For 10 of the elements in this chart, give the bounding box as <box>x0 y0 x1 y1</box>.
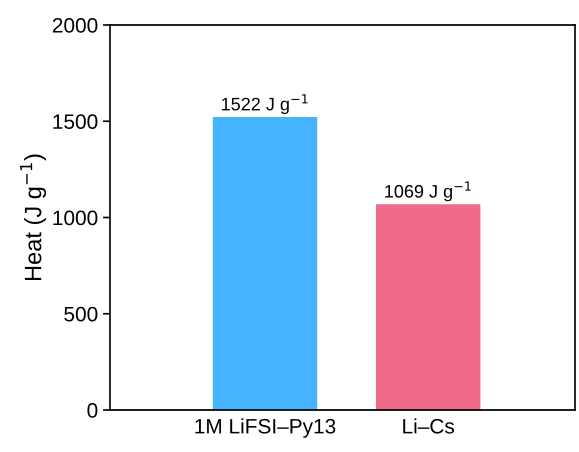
data-label: 1069 J g$^{−1}$ <box>385 181 471 202</box>
y-tick-label: 1500 <box>53 114 98 130</box>
data-label: 1522 J g$^{−1}$ <box>222 94 308 114</box>
y-tick-label: 500 <box>64 306 98 322</box>
y-tick-label: 0 <box>87 403 98 418</box>
y-tick-label: 1000 <box>53 210 98 226</box>
y-tick-label: 2000 <box>52 18 98 33</box>
x-tick-label: 1M LiFSI–Py13 <box>195 418 336 438</box>
y-axis-title: Heat (J g$^{−1}$) <box>20 154 46 280</box>
x-tick-label: Li–Cs <box>403 418 454 434</box>
